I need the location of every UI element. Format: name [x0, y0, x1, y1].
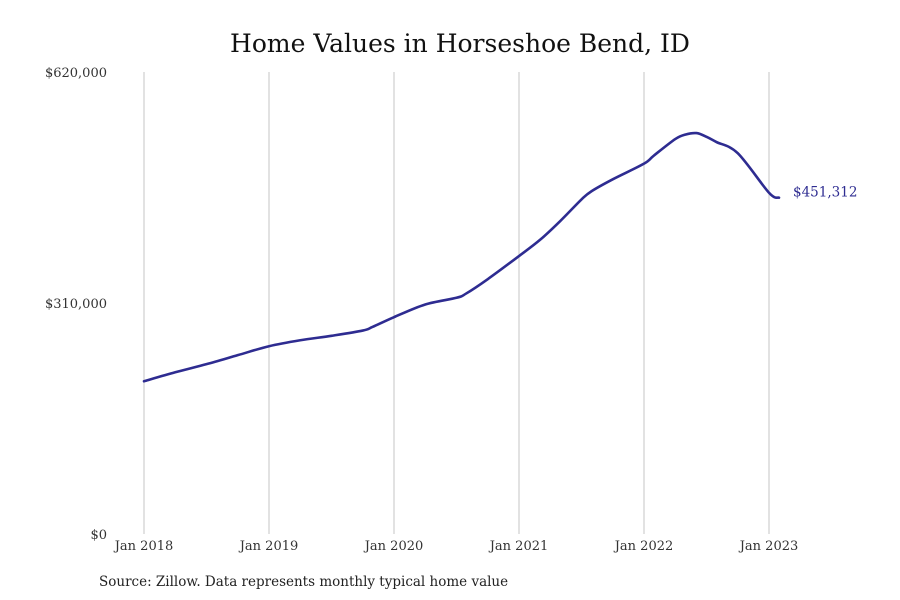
gridlines	[143, 72, 770, 534]
chart-title: Home Values in Horseshoe Bend, ID	[230, 29, 690, 58]
x-tick-label: Jan 2023	[738, 539, 799, 554]
y-tick-label: $620,000	[45, 66, 107, 81]
y-tick-label: $310,000	[45, 297, 107, 312]
y-tick-label: $0	[90, 528, 107, 543]
latest-value-label: $451,312	[793, 185, 857, 201]
x-tick-label: Jan 2019	[238, 539, 299, 554]
y-axis-tick-labels: $0 $310,000 $620,000	[45, 66, 107, 543]
x-tick-label: Jan 2022	[613, 539, 674, 554]
home-value-series-line	[142, 131, 781, 383]
x-tick-label: Jan 2018	[113, 539, 174, 554]
x-axis-tick-labels: Jan 2018 Jan 2019 Jan 2020 Jan 2021 Jan 2022…	[113, 539, 799, 554]
x-tick-label: Jan 2021	[488, 539, 549, 554]
source-note: Source: Zillow. Data represents monthly …	[99, 574, 508, 590]
x-tick-label: Jan 2020	[363, 539, 424, 554]
